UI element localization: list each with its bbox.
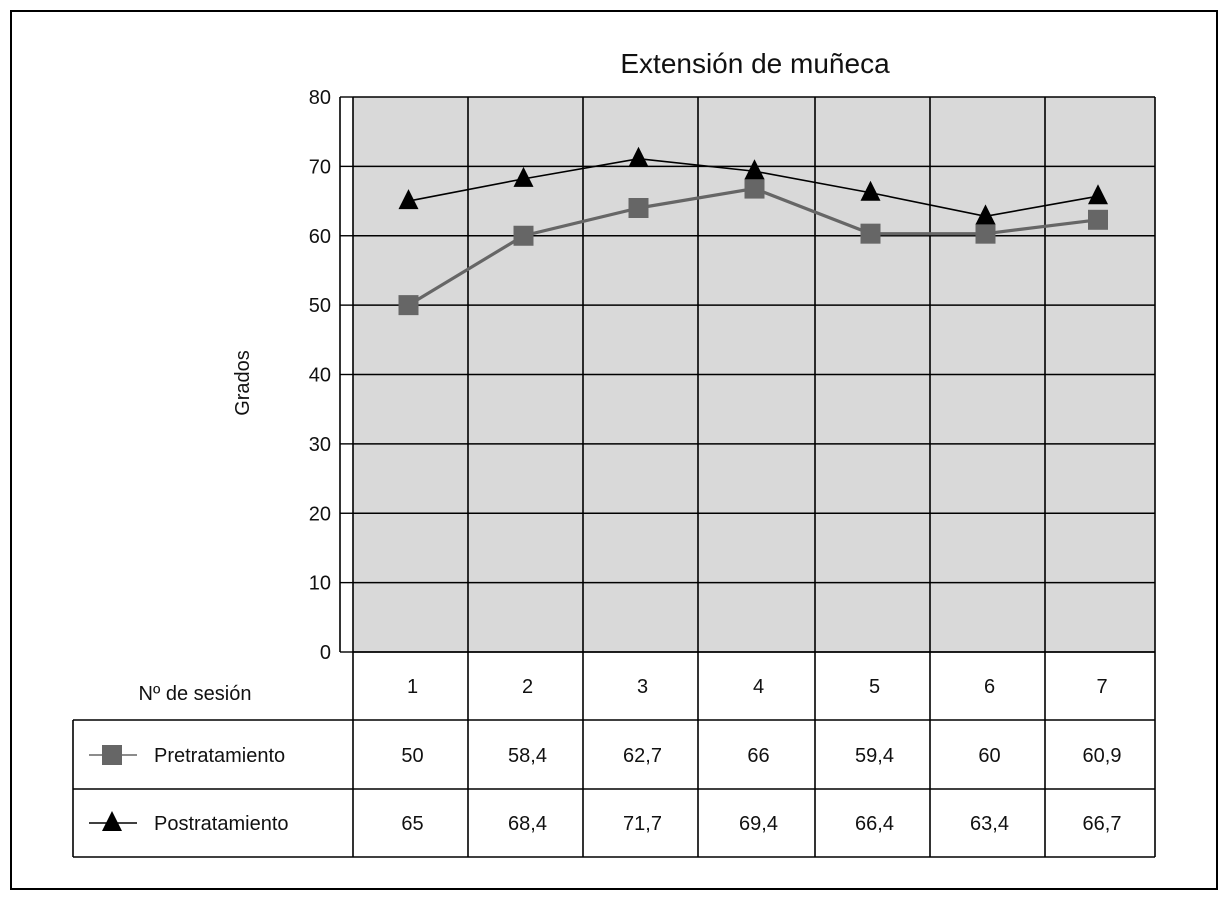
table-cell-value: 50 [401,745,423,767]
data-point-triangle [860,180,881,201]
chart-frame [10,10,1218,890]
table-cell-value: 69,4 [739,813,778,835]
category-label: 3 [637,676,648,698]
y-axis: 0 10 20 30 40 50 60 70 80 [309,87,353,664]
data-point-square [513,225,534,246]
category-label: 4 [753,676,764,698]
data-point-square [744,178,765,199]
data-point-triangle [513,166,534,187]
table-cell-value: 59,4 [855,745,894,767]
y-tick-label: 0 [320,642,331,664]
grid-lines [352,96,1156,857]
x-axis-label: Nº de sesión [139,683,252,705]
y-tick-label: 80 [309,87,331,109]
category-label: 7 [1096,676,1107,698]
data-point-triangle [398,189,419,210]
y-tick-label: 20 [309,503,331,525]
legend-triangle-marker [102,811,122,831]
table-cell-value: 71,7 [623,813,662,835]
legend-label: Postratamiento [154,813,289,835]
table-cell-value: 62,7 [623,745,662,767]
category-label: 2 [522,676,533,698]
table-cell-value: 63,4 [970,813,1009,835]
data-point-square [975,223,996,244]
y-tick-label: 50 [309,295,331,317]
data-point-triangle [744,159,765,180]
category-label: 6 [984,676,995,698]
y-tick-label: 70 [309,156,331,178]
table-cell-value: 58,4 [508,745,547,767]
table-cell-value: 66,7 [1083,813,1122,835]
data-point-triangle [1088,184,1108,205]
data-table: 1 2 3 4 5 6 7 Pretratamiento 50 58,4 62,7 66 59,4 60 6… [72,676,1155,858]
y-tick-label: 40 [309,365,331,387]
table-cell-value: 66,4 [855,813,894,835]
series-layer [398,146,1108,316]
chart-title: Extensión de muñeca [620,48,890,79]
y-tick-label: 10 [309,573,331,595]
table-cell-value: 65 [401,813,423,835]
data-point-square [860,223,881,244]
data-point-triangle [628,146,649,167]
table-cell-value: 66 [747,745,769,767]
table-cell-value: 60 [978,745,1000,767]
data-point-square [398,295,419,316]
y-tick-label: 30 [309,434,331,456]
data-point-square [628,198,649,218]
data-point-triangle [975,204,996,225]
category-label: 5 [869,676,880,698]
y-axis-label: Grados [232,350,254,416]
legend-square-marker [102,745,122,765]
table-cell-value: 60,9 [1083,745,1122,767]
y-tick-label: 60 [309,226,331,248]
category-label: 1 [407,676,418,698]
data-point-square [1088,209,1108,230]
table-cell-value: 68,4 [508,813,547,835]
legend-label: Pretratamiento [154,745,285,767]
